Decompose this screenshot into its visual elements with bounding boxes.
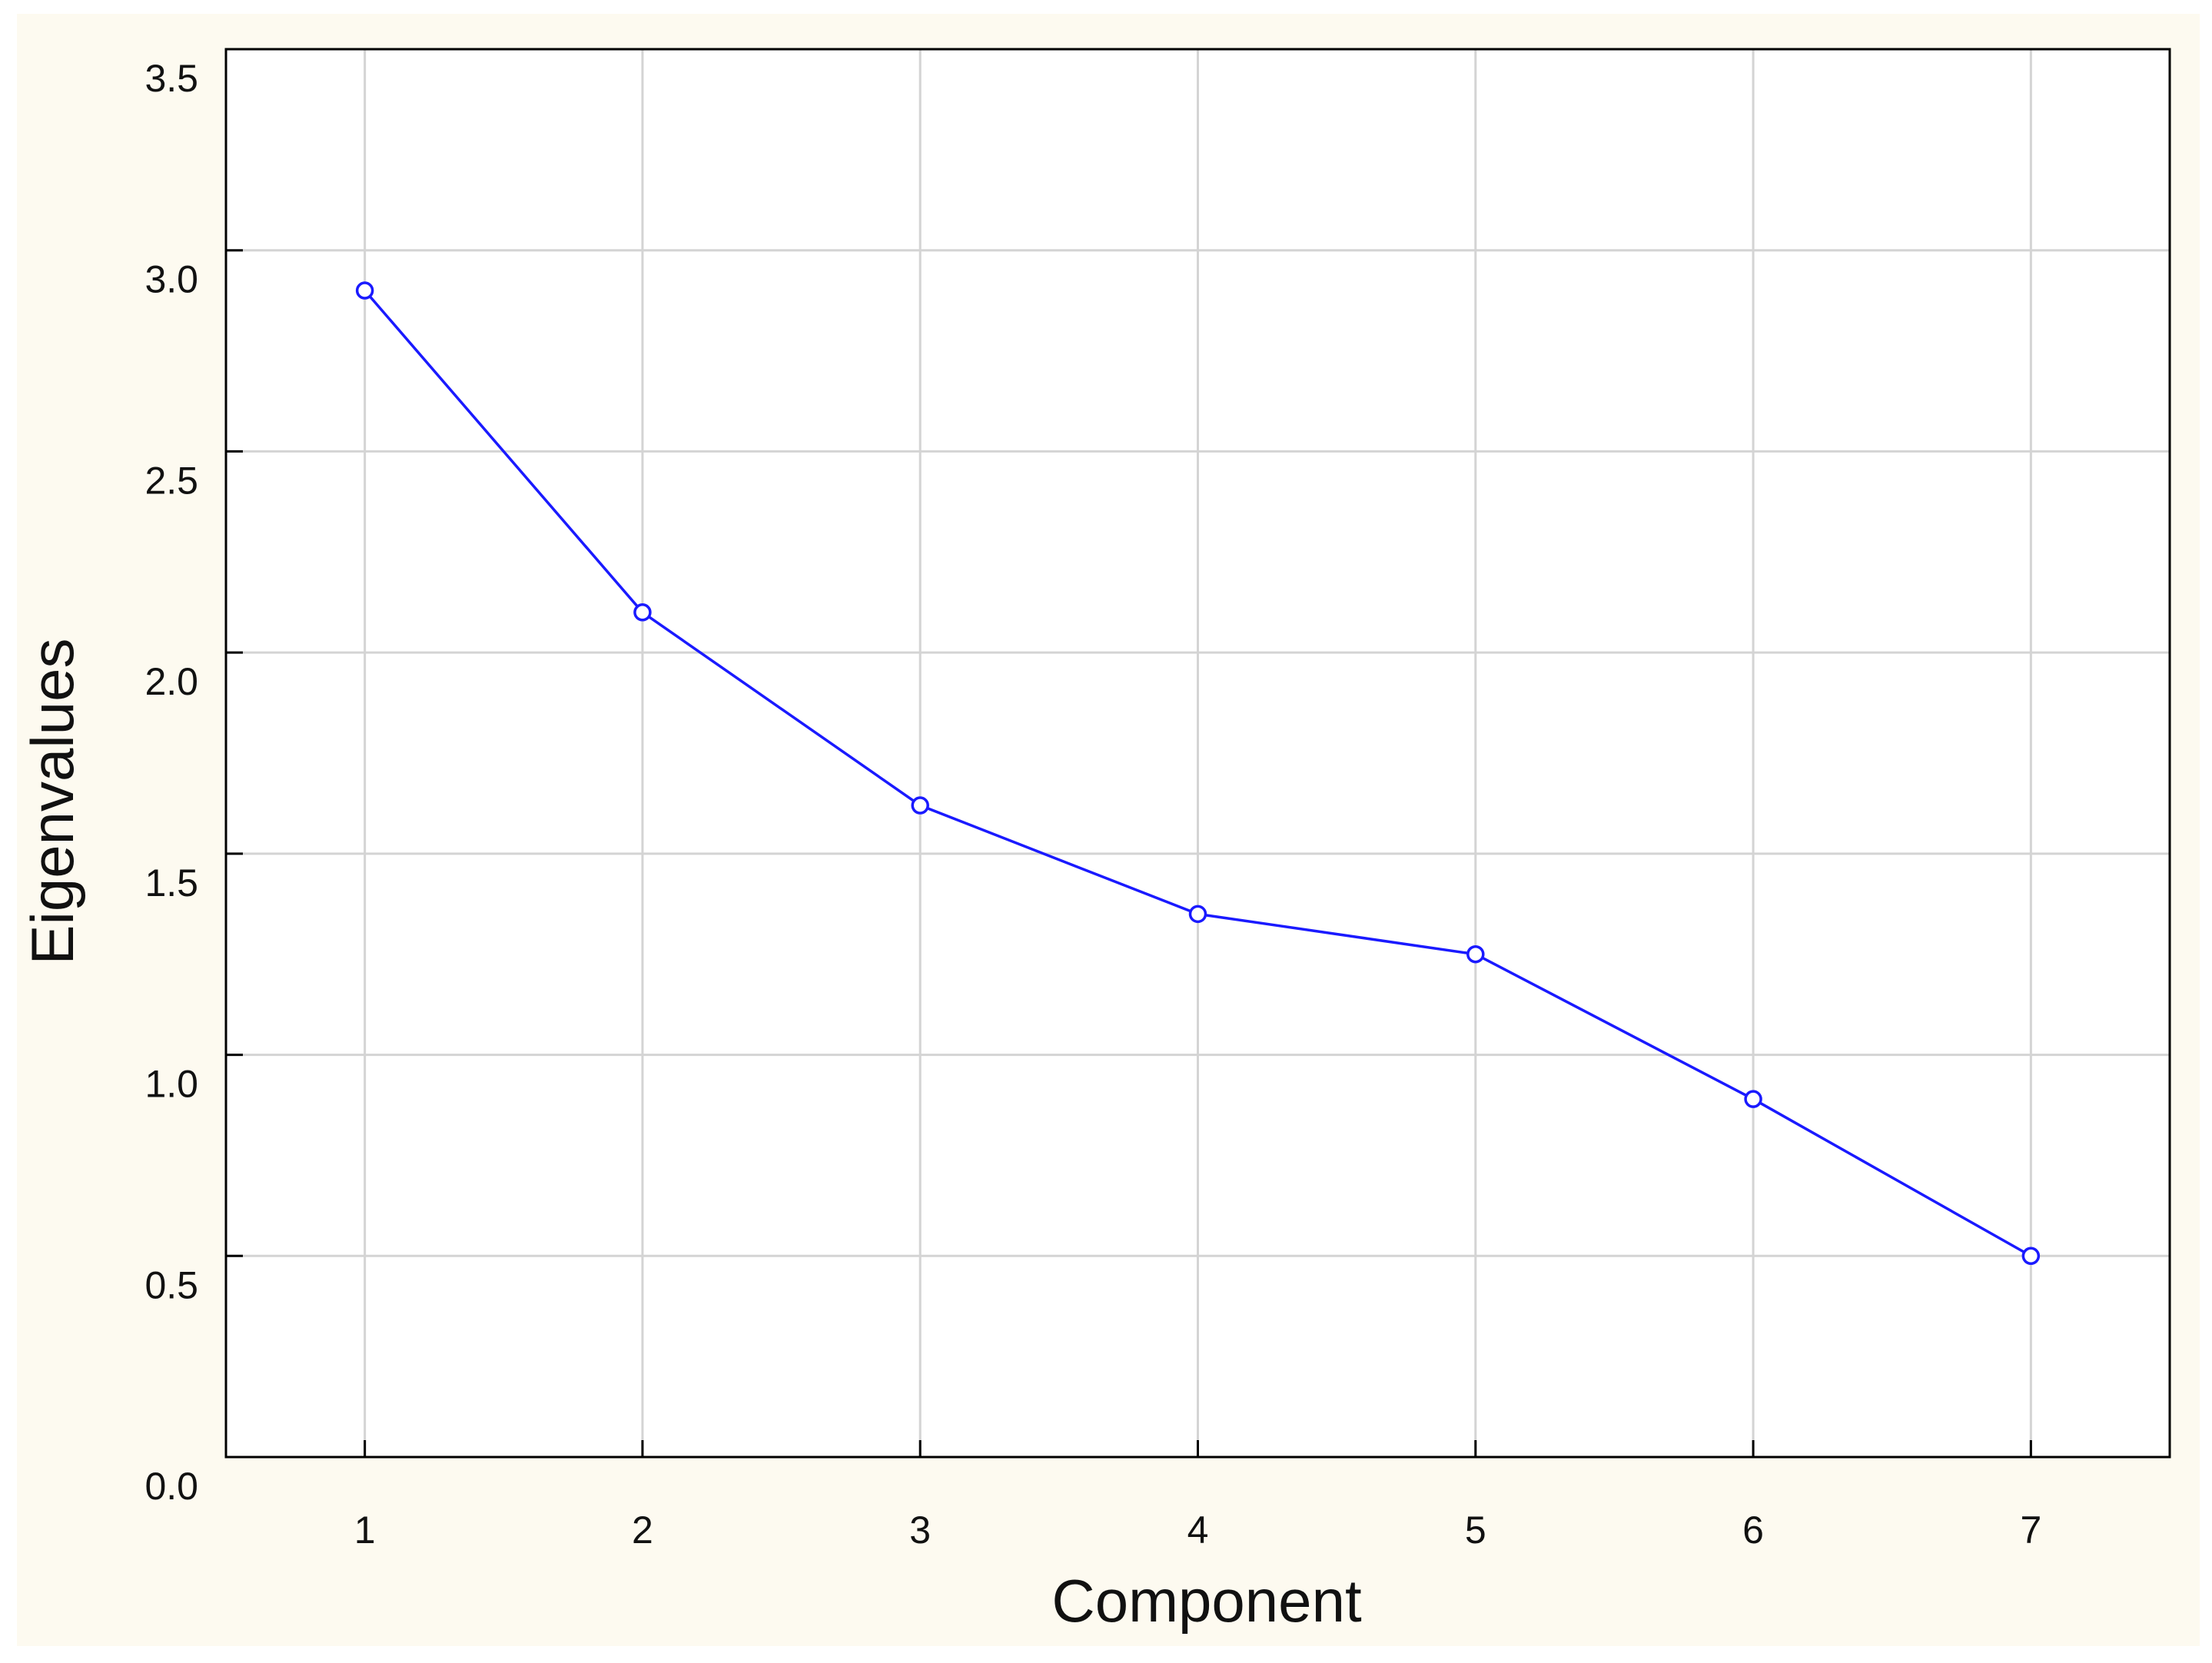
data-point <box>1744 1090 1762 1108</box>
data-point <box>355 281 374 300</box>
y-tick-label: 3.0 <box>144 258 198 301</box>
x-tick-label: 5 <box>1465 1509 1486 1552</box>
data-point <box>911 796 929 815</box>
x-tick-label: 4 <box>1187 1509 1209 1552</box>
x-axis-title: Component <box>1051 1567 1362 1635</box>
y-tick-label: 1.5 <box>144 861 198 905</box>
y-tick-label: 3.5 <box>144 57 198 100</box>
y-tick-label: 2.0 <box>144 660 198 703</box>
y-axis-title: Eigenvalues <box>18 639 86 965</box>
data-point <box>2021 1246 2041 1266</box>
x-tick-label: 7 <box>2020 1509 2041 1552</box>
data-point <box>1188 905 1207 924</box>
x-tick-label: 1 <box>354 1509 376 1552</box>
x-tick-label: 2 <box>632 1509 653 1552</box>
y-tick-label: 0.5 <box>144 1263 198 1306</box>
data-point <box>633 603 652 622</box>
x-tick-label: 3 <box>909 1509 931 1552</box>
data-point <box>1466 944 1485 964</box>
x-tick-label: 6 <box>1742 1509 1764 1552</box>
y-tick-label: 0.0 <box>144 1465 198 1508</box>
y-tick-label: 1.0 <box>144 1063 198 1106</box>
plot-frame <box>224 48 2171 1459</box>
y-tick-label: 2.5 <box>144 459 198 502</box>
